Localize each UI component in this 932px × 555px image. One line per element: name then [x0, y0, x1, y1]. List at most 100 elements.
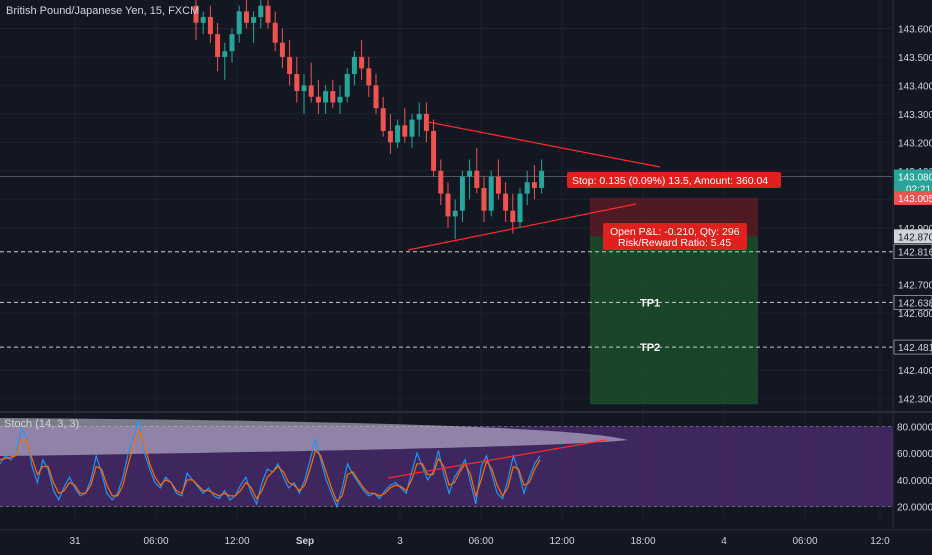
candle-body-42 — [495, 176, 501, 194]
price-tick-3: 143.300 — [898, 110, 932, 121]
time-tick-10: 12:0 — [870, 536, 890, 547]
candle-body-19 — [330, 91, 336, 103]
candle-body-27 — [387, 130, 393, 143]
candle-body-48 — [539, 170, 545, 188]
candle-body-20 — [337, 96, 343, 103]
candle-body-43 — [503, 193, 509, 211]
time-tick-5: 06:00 — [468, 536, 493, 547]
stop-price-tag: 143.005 — [898, 194, 932, 205]
level-tag-box-1 — [893, 295, 932, 310]
candle-body-30 — [409, 119, 415, 137]
candle-body-1 — [200, 17, 206, 23]
candle-body-7 — [243, 11, 249, 23]
time-axis-bg — [0, 530, 932, 550]
time-tick-8: 4 — [721, 536, 727, 547]
candle-body-28 — [395, 125, 401, 143]
price-tick-1: 143.500 — [898, 53, 932, 64]
trendline-1 — [407, 203, 637, 251]
trendline-0 — [427, 121, 661, 168]
candle-body-46 — [524, 182, 530, 194]
candle-body-14 — [294, 74, 300, 92]
candle-body-11 — [272, 22, 278, 43]
stop-price-tag-box — [894, 190, 932, 205]
candle-body-23 — [359, 56, 365, 69]
stoch-series-D — [0, 427, 541, 503]
price-tick-10: 142.400 — [898, 366, 932, 377]
price-axis-bg — [893, 0, 932, 550]
candle-body-35 — [445, 193, 451, 217]
candle-body-10 — [265, 5, 271, 23]
candle-body-22 — [351, 56, 357, 75]
countdown-tag: 02:21 — [906, 185, 931, 196]
level-tag-0: 142.816 — [898, 248, 932, 259]
time-tick-4: 3 — [397, 536, 403, 547]
candle-body-6 — [236, 11, 242, 35]
candle-body-47 — [531, 182, 537, 188]
target-zone — [590, 236, 758, 405]
candle-body-3 — [215, 34, 221, 57]
symbol-title: British Pound/Japanese Yen, 15, FXCM — [6, 5, 200, 17]
candle-body-26 — [380, 108, 386, 131]
stoch-series-K — [0, 419, 541, 509]
stoch-wedge-shape — [0, 418, 628, 456]
candle-body-33 — [431, 130, 437, 171]
time-tick-7: 18:00 — [630, 536, 655, 547]
candle-body-29 — [402, 125, 408, 137]
time-tick-2: 12:00 — [224, 536, 249, 547]
level-tag-1: 142.638 — [898, 298, 932, 309]
price-tick-0: 143.600 — [898, 24, 932, 35]
candle-body-17 — [315, 96, 321, 103]
candle-body-38 — [467, 170, 473, 177]
time-tick-9: 06:00 — [792, 536, 817, 547]
candle-body-15 — [301, 85, 307, 92]
level-tag-box-2 — [893, 339, 932, 355]
entry-price-tag-box — [894, 229, 932, 244]
last-price-tag: 143.080 — [898, 173, 932, 184]
time-tick-1: 06:00 — [143, 536, 168, 547]
candle-body-44 — [510, 210, 516, 223]
entry-price-tag: 142.870 — [898, 232, 932, 243]
price-tick-2: 143.400 — [898, 81, 932, 92]
candle-body-24 — [366, 68, 372, 86]
stoch-tick-3: 20.0000 — [897, 503, 932, 514]
stoch-trendline — [387, 439, 607, 479]
price-tick-9: 142.600 — [898, 309, 932, 320]
candle-body-0 — [193, 5, 199, 23]
candle-body-31 — [416, 113, 422, 120]
candle-body-36 — [452, 210, 458, 217]
candle-body-9 — [258, 5, 264, 18]
time-tick-3: Sep — [296, 536, 314, 547]
stoch-indicator-label: Stoch (14, 3, 3) — [4, 418, 80, 430]
candle-body-21 — [344, 74, 350, 97]
candle-body-16 — [308, 85, 314, 97]
pnl-label: Open P&L: -0.210, Qty: 296 — [610, 226, 740, 238]
price-tick-8: 142.700 — [898, 281, 932, 292]
stop-label-box — [567, 172, 781, 188]
level-tag-2: 142.481 — [898, 343, 932, 354]
tp2-label: TP2 — [640, 342, 660, 354]
candle-body-40 — [481, 187, 487, 211]
price-tick-11: 142.300 — [898, 395, 932, 406]
candle-body-37 — [459, 176, 465, 211]
candle-body-25 — [373, 85, 379, 109]
tp1-label: TP1 — [640, 297, 660, 309]
pnl-label-box — [603, 223, 747, 250]
stoch-tick-2: 40.0000 — [897, 476, 932, 487]
candle-body-41 — [488, 176, 494, 211]
candle-body-34 — [438, 170, 444, 194]
candle-body-45 — [517, 193, 523, 223]
candle-body-13 — [287, 56, 293, 75]
candle-body-4 — [222, 51, 228, 57]
rr-label: Risk/Reward Ratio: 5.45 — [618, 237, 731, 249]
stop-label: Stop: 0.135 (0.09%) 13.5, Amount: 360.04 — [572, 175, 768, 187]
candle-body-18 — [323, 91, 329, 103]
time-tick-6: 12:00 — [549, 536, 574, 547]
stoch-tick-1: 60.0000 — [897, 449, 932, 460]
price-tick-4: 143.200 — [898, 138, 932, 149]
stoch-tick-0: 80.0000 — [897, 422, 932, 433]
candle-body-2 — [207, 17, 213, 35]
candle-body-12 — [279, 42, 285, 57]
candle-body-32 — [423, 113, 429, 131]
